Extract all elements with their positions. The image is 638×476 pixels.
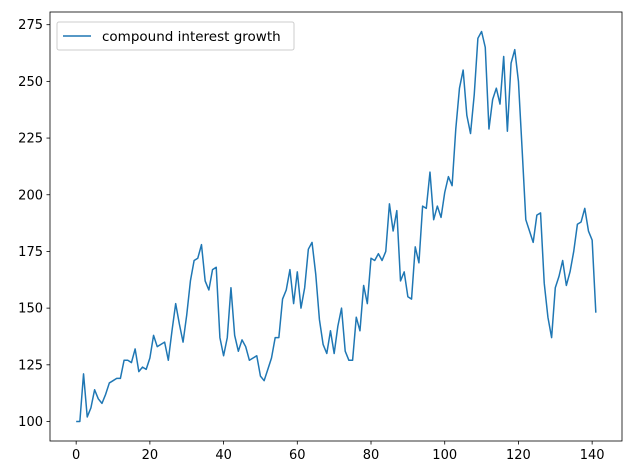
x-tick-label: 0	[72, 448, 80, 463]
x-tick-label: 120	[506, 448, 531, 463]
legend: compound interest growth	[56, 21, 295, 51]
y-tick-label: 225	[18, 132, 43, 147]
x-axis: 0 20 40 60 80 100 120 140	[72, 441, 605, 463]
x-tick-label: 60	[289, 448, 306, 463]
legend-box	[56, 21, 295, 51]
y-tick-label: 200	[18, 188, 43, 203]
y-tick-label: 275	[18, 18, 43, 33]
series-line-0	[76, 30, 597, 423]
x-tick-label: 40	[215, 448, 232, 463]
x-tick-label: 80	[363, 448, 380, 463]
x-tick-label: 140	[580, 448, 605, 463]
series-layer	[76, 30, 597, 423]
y-axis: 100 125 150 175 200 225 250 275	[18, 18, 50, 430]
legend-label-compound-interest-growth: compound interest growth	[102, 29, 281, 45]
y-tick-label: 125	[18, 358, 43, 373]
y-tick-label: 100	[18, 415, 43, 430]
y-tick-label: 150	[18, 302, 43, 317]
y-tick-label: 250	[18, 75, 43, 90]
axes-frame	[49, 11, 623, 442]
y-tick-label: 175	[18, 245, 43, 260]
x-tick-label: 100	[432, 448, 457, 463]
x-tick-label: 20	[142, 448, 159, 463]
